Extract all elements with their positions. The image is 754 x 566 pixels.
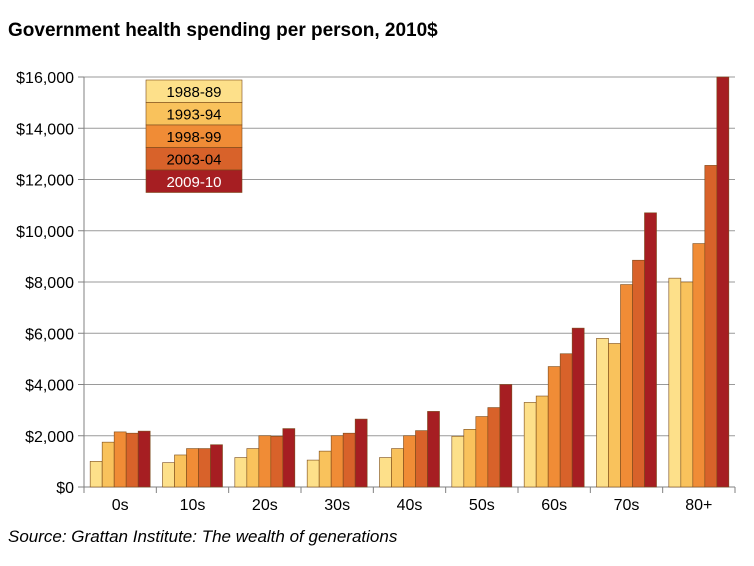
bar-1993-94-10s (174, 454, 187, 488)
bar-1998-99-60s (547, 366, 561, 488)
legend-label: 1993-94 (166, 106, 221, 123)
bar-1988-89-80+ (668, 277, 682, 488)
y-tick-label: $8,000 (25, 275, 74, 292)
source-note: Source: Grattan Institute: The wealth of… (8, 527, 398, 546)
y-tick-label: $10,000 (16, 224, 74, 241)
bar-2003-04-50s (487, 407, 501, 488)
bar-1988-89-50s (451, 435, 465, 488)
y-tick-label: $16,000 (16, 70, 74, 87)
bar-2003-04-40s (415, 430, 428, 488)
bar-2003-04-0s (125, 432, 139, 488)
legend-label: 2009-10 (166, 174, 221, 191)
bar-1998-99-70s (620, 284, 633, 488)
y-tick-label: $6,000 (25, 326, 74, 343)
bar-1993-94-80+ (680, 281, 694, 488)
x-tick-label: 30s (324, 497, 350, 514)
bar-1998-99-30s (330, 435, 344, 488)
bar-1988-89-0s (89, 461, 103, 488)
bar-2009-10-30s (354, 418, 368, 488)
y-tick-label: $12,000 (16, 173, 74, 190)
tick-labels: $0 $2,000 $4,000 $6,000 $8,000 $10,000 $12,000… (16, 70, 712, 514)
x-tick-label: 40s (397, 497, 423, 514)
x-tick-label: 0s (112, 497, 129, 514)
bar-1988-89-30s (306, 459, 320, 488)
bar-1998-99-50s (475, 416, 489, 488)
bar-1998-99-0s (113, 431, 127, 488)
bar-2009-10-70s (644, 212, 657, 488)
legend-swatch-2009-10 (145, 169, 243, 193)
chart-title: Government health spending per person, 2… (8, 20, 438, 41)
bar-2009-10-40s (427, 411, 440, 488)
bar-2009-10-80+ (716, 76, 730, 488)
bar-1988-89-10s (162, 462, 175, 488)
bars (89, 76, 730, 488)
bar-1993-94-20s (246, 448, 260, 488)
bar-2009-10-10s (210, 444, 223, 488)
bar-1998-99-40s (403, 435, 416, 488)
x-tick-label: 20s (252, 497, 278, 514)
y-tick-label: $4,000 (25, 378, 74, 395)
legend-label: 1998-99 (166, 129, 221, 146)
bar-1998-99-10s (186, 448, 199, 488)
bar-1993-94-30s (318, 450, 332, 488)
bar-2009-10-60s (571, 327, 585, 488)
x-tick-label: 80+ (685, 497, 712, 514)
bar-2009-10-0s (137, 430, 151, 488)
legend-label: 1988-89 (166, 84, 221, 101)
bar-1998-99-20s (258, 435, 272, 488)
bar-2009-10-20s (282, 428, 296, 488)
y-tick-label: $0 (56, 480, 74, 497)
bar-1993-94-0s (101, 441, 115, 488)
bar-1988-89-20s (234, 457, 248, 488)
y-tick-label: $2,000 (25, 429, 74, 446)
bar-1998-99-80+ (692, 243, 706, 488)
legend: 1988-89 1993-94 1998-99 2003-04 2009-10 (145, 79, 243, 193)
legend-label: 2003-04 (166, 151, 221, 168)
bar-2003-04-30s (342, 432, 356, 488)
y-tick-label: $14,000 (16, 121, 74, 138)
x-tick-label: 70s (614, 497, 640, 514)
bar-2003-04-70s (632, 259, 645, 488)
bar-2009-10-50s (499, 384, 513, 488)
bar-2003-04-20s (270, 435, 284, 488)
bar-1993-94-60s (535, 395, 549, 488)
bar-2003-04-80+ (704, 165, 718, 488)
bar-2003-04-60s (559, 353, 573, 488)
x-tick-label: 10s (180, 497, 206, 514)
bar-1993-94-50s (463, 429, 477, 488)
bar-1993-94-40s (391, 448, 404, 488)
bar-1988-89-70s (596, 338, 609, 488)
bar-1988-89-40s (379, 457, 392, 488)
bar-1993-94-70s (608, 343, 621, 488)
x-tick-label: 60s (541, 497, 567, 514)
x-tick-label: 50s (469, 497, 495, 514)
bar-2003-04-10s (198, 448, 211, 488)
bar-1988-89-60s (523, 402, 537, 488)
